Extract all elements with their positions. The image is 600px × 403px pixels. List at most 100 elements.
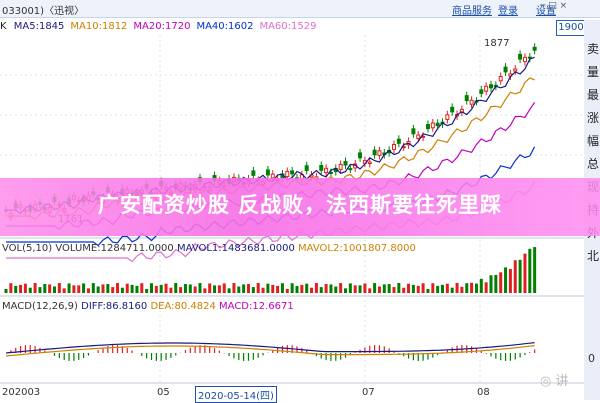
volume-bar [436, 285, 440, 293]
volume-bar [125, 283, 129, 293]
volume-bar [392, 287, 396, 293]
right-column-item[interactable]: 最 [586, 88, 599, 102]
candle-body [435, 122, 440, 127]
volume-bar [23, 283, 27, 293]
right-column-item[interactable]: 北 [586, 249, 599, 263]
candle-body [527, 56, 532, 59]
candle-body [348, 168, 353, 171]
price-scale-box[interactable]: 1900 [556, 20, 586, 36]
candle-body [532, 46, 537, 51]
macd-label: MACD(12,26,9) [2, 301, 78, 312]
candle-body [464, 95, 469, 102]
macd-value: MACD:12.6671 [219, 301, 294, 312]
volume-bar [455, 282, 459, 293]
volume-bar [188, 284, 192, 293]
volume-bar [9, 283, 13, 293]
volume-bar [441, 284, 444, 293]
ma-legend-item: MA10:1812 [70, 21, 128, 32]
volume-bar [290, 283, 294, 293]
volume-bar [159, 284, 163, 293]
volume-bar [368, 288, 372, 293]
volume-bar [533, 247, 537, 293]
right-column-item[interactable]: 量 [586, 65, 599, 79]
candle-body [285, 171, 290, 177]
volume-bar [421, 283, 425, 293]
candle-body [498, 75, 503, 82]
volume-bar [106, 284, 110, 293]
right-column-item[interactable]: 幅 [586, 134, 599, 148]
volume-bar [450, 287, 454, 293]
volume-bar [213, 285, 217, 293]
candle-body [425, 123, 430, 130]
right-column-item[interactable]: 涨 [586, 111, 599, 125]
volume-bar [130, 284, 134, 293]
volume-bar [329, 284, 333, 293]
x-axis-label-07: 07 [362, 387, 375, 398]
volume-bar [387, 284, 391, 293]
ma-legend: K MA5:1845 MA10:1812 MA20:1720 MA40:1602 MA6… [0, 21, 322, 35]
volume-bar [164, 283, 168, 293]
volume-bar [334, 286, 338, 293]
candle-body [450, 106, 455, 113]
volume-bar [169, 287, 173, 293]
volume-bar [504, 267, 508, 293]
volume-bar [319, 287, 323, 293]
volume-bar [48, 284, 52, 293]
window-controls-icon[interactable]: ─ □ × [540, 1, 568, 11]
volume-bar [373, 283, 377, 293]
volume-bar [314, 283, 318, 293]
candle-body [377, 150, 382, 156]
volume-bar [397, 283, 401, 293]
candle-body [319, 164, 324, 171]
volume-bar [353, 285, 357, 293]
candle-body [251, 170, 256, 176]
right-column-item[interactable]: 卖 [586, 42, 599, 56]
date-cursor-box[interactable]: 2020-05-14(四) [195, 386, 277, 403]
volume-bar [465, 283, 469, 293]
diff-line [5, 342, 535, 354]
candle-body [479, 89, 484, 94]
settings-link[interactable]: 设置 [536, 6, 556, 17]
volume-bar [494, 274, 498, 293]
volume-bar [416, 285, 420, 293]
candle-body [343, 161, 348, 166]
volume-bar [382, 284, 386, 293]
candle-body [430, 122, 435, 129]
volume-bar [474, 283, 478, 293]
service-link[interactable]: 商品服务 [452, 6, 492, 17]
volume-bar [285, 288, 289, 293]
ma-legend-item: MA60:1529 [259, 21, 317, 32]
candle-body [484, 85, 489, 92]
ma-legend-item: MA20:1720 [133, 21, 191, 32]
volume-bar [145, 288, 149, 293]
top-bar: 033001)〈迅视〉 商品服务 登录 设置 ─ □ × [0, 0, 600, 18]
volume-bar [53, 286, 56, 293]
volume-bar [174, 283, 178, 293]
macd-zero-label: 0 [588, 352, 595, 365]
stock-code: 033001)〈迅视〉 [2, 6, 85, 17]
candle-body [503, 66, 508, 73]
candle-body [367, 161, 372, 165]
volume-bar [300, 284, 304, 293]
volume-bar [154, 285, 158, 293]
mavol2-value: MAVOL2:1001807.8000 [298, 243, 416, 254]
login-link[interactable]: 登录 [498, 6, 518, 17]
candle-body [372, 149, 377, 156]
volume-bar [479, 278, 483, 293]
x-axis-label-08: 08 [477, 387, 490, 398]
right-column-item[interactable]: 总 [586, 157, 599, 171]
volume-bar [237, 286, 241, 293]
candle-body [513, 68, 518, 72]
vol-label: VOL(5,10) [2, 243, 53, 254]
volume-bar [324, 284, 328, 293]
volume-bar [135, 285, 139, 293]
candle-body [290, 170, 295, 175]
candle-body [469, 99, 474, 105]
volume-legend: VOL(5,10) VOLUME:1284711.0000 MAVOL1:148… [2, 243, 416, 254]
volume-bar [19, 284, 23, 293]
volume-bar [445, 283, 449, 293]
volume-bar [407, 283, 411, 293]
candle-body [392, 144, 396, 150]
volume-value: VOLUME:1284711.0000 [55, 243, 174, 254]
volume-bar [402, 287, 406, 293]
